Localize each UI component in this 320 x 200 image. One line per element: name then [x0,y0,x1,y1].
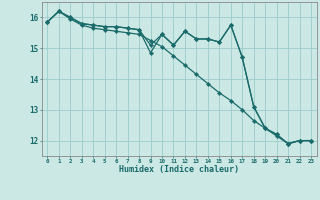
X-axis label: Humidex (Indice chaleur): Humidex (Indice chaleur) [119,165,239,174]
